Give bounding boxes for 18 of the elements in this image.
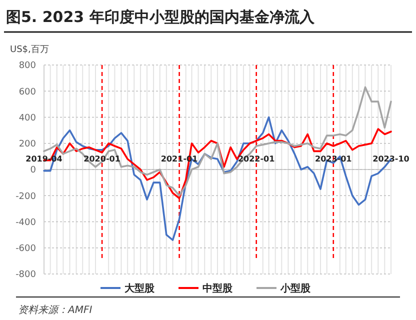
y-tick-label: 400	[18, 113, 36, 124]
legend-label: 小型股	[280, 282, 312, 294]
y-tick-label: 600	[18, 87, 36, 98]
y-tick-label: 200	[18, 140, 36, 150]
ref-line-label: 2020-01	[84, 154, 121, 164]
chart-title: 图5. 2023 年印度中小型股的国内基金净流入	[6, 8, 316, 26]
y-tick-label: -800	[16, 270, 36, 280]
y-tick-label: 0	[30, 166, 36, 176]
x-tick-label: 2023-10	[372, 154, 410, 164]
y-tick-label: -400	[16, 218, 36, 228]
legend-label: 中型股	[202, 282, 234, 294]
y-tick-label: 800	[18, 61, 36, 72]
y-tick-label: -200	[16, 192, 36, 202]
ref-line-label: 2022-01	[238, 154, 276, 164]
text: 资料来源：AMFI	[18, 304, 92, 316]
legend-label: 大型股	[124, 282, 156, 294]
y-tick-label: -600	[16, 244, 36, 254]
y-axis-title: US$,百万	[10, 45, 49, 55]
